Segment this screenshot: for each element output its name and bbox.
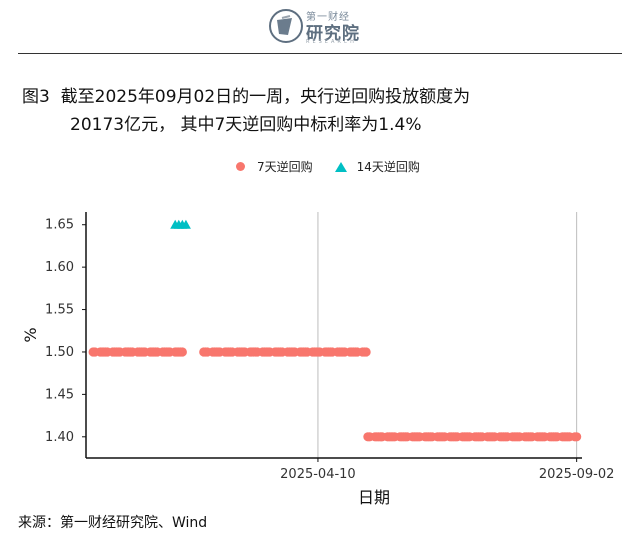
x-tick-label: 2025-04-10 xyxy=(280,467,356,482)
y-tick-label: 1.55 xyxy=(45,303,74,318)
legend-circle-marker xyxy=(236,162,245,171)
source-note: 来源：第一财经研究院、Wind xyxy=(18,515,208,531)
y-tick-label: 1.40 xyxy=(45,430,74,445)
logo-text-sub: RESEARCH xyxy=(306,39,357,45)
legend-item-7day: 7天逆回购 xyxy=(236,158,313,175)
research-institute-logo: 第一财经 研究院 RESEARCH xyxy=(268,8,388,46)
logo-text-top: 第一财经 xyxy=(306,12,350,23)
figure-title-line2: 20173亿元， 其中7天逆回购中标利率为1.4% xyxy=(70,115,422,135)
logo-emblem-icon xyxy=(269,9,303,43)
reverse-repo-rate-chart: 1.40 1.45 1.50 1.55 1.60 1.65 2025-04-10 2025-0… xyxy=(21,212,615,507)
data-point-7day xyxy=(361,347,371,357)
x-tick-label: 2025-09-02 xyxy=(539,467,615,482)
y-axis-title: % xyxy=(21,327,40,342)
legend-item-14day: 14天逆回购 xyxy=(334,158,420,175)
legend-label-7day: 7天逆回购 xyxy=(257,160,313,174)
chart-legend: 7天逆回购 14天逆回购 xyxy=(236,158,442,175)
data-point-7day xyxy=(572,432,582,442)
logo-text-main: 研究院 xyxy=(306,24,360,44)
y-tick-label: 1.65 xyxy=(45,218,74,233)
figure-title: 图3 截至2025年09月02日的一周，央行逆回购投放额度为 20173亿元， … xyxy=(22,83,470,139)
x-axis-title: 日期 xyxy=(358,488,390,507)
data-point-7day xyxy=(177,347,187,357)
y-tick-label: 1.60 xyxy=(45,260,74,275)
figure-title-line1: 截至2025年09月02日的一周，央行逆回购投放额度为 xyxy=(60,87,471,107)
header-divider xyxy=(18,53,622,54)
legend-label-14day: 14天逆回购 xyxy=(356,160,420,174)
y-tick-label: 1.50 xyxy=(45,345,74,360)
data-point-14day xyxy=(180,219,191,229)
y-tick-label: 1.45 xyxy=(45,387,74,402)
legend-triangle-marker xyxy=(334,161,347,172)
figure-label: 图3 xyxy=(22,87,50,107)
